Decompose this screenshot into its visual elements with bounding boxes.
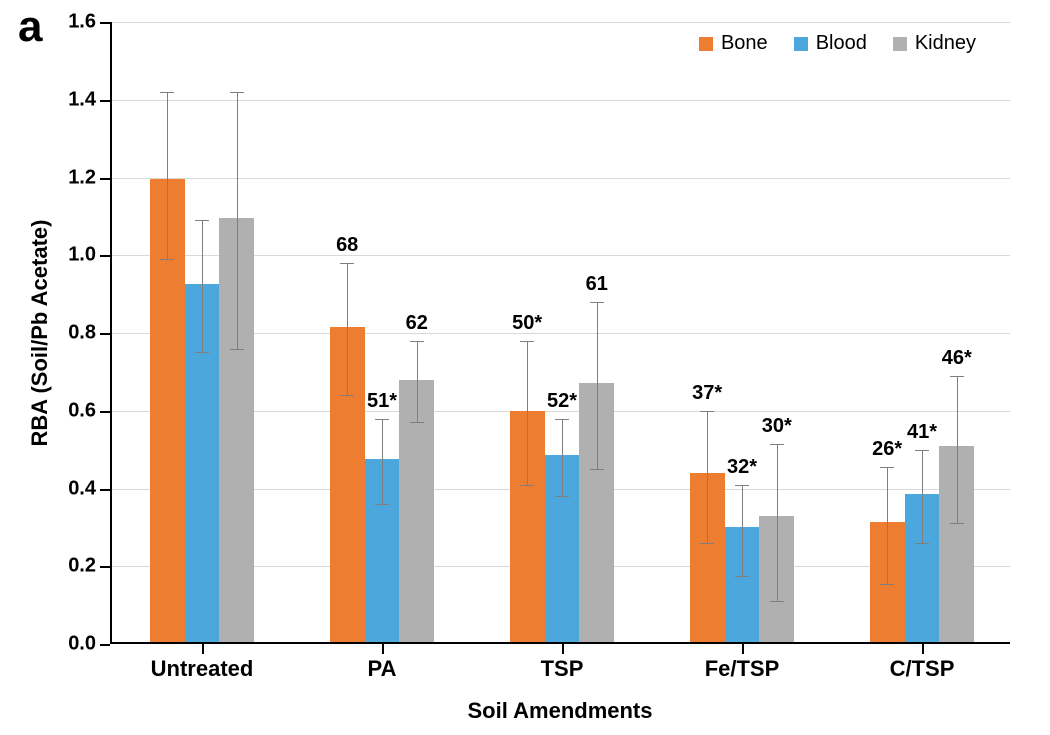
y-tick-label: 1.6 [68,11,112,34]
error-bar-cap [950,523,964,524]
legend: Bone Blood Kidney [699,32,976,55]
error-bar-cap [770,444,784,445]
error-bar [417,341,418,423]
bar-value-label: 46* [942,347,972,370]
error-bar-cap [590,469,604,470]
bar-value-label: 61 [586,273,608,296]
error-bar [707,411,708,543]
legend-label: Blood [816,32,867,55]
error-bar-cap [950,376,964,377]
error-bar-cap [555,419,569,420]
y-tick-label: 0.2 [68,555,112,578]
error-bar-cap [700,411,714,412]
panel-letter: a [18,2,42,52]
x-tick-label: Fe/TSP [705,656,780,682]
error-bar [742,485,743,576]
error-bar-cap [880,584,894,585]
error-bar [527,341,528,485]
x-tick [742,644,744,654]
bar-value-label: 32* [727,456,757,479]
error-bar-cap [555,496,569,497]
error-bar-cap [700,543,714,544]
error-bar-cap [195,220,209,221]
error-bar [922,450,923,543]
legend-item: Bone [699,32,768,55]
error-bar-cap [915,450,929,451]
error-bar-cap [520,485,534,486]
error-bar [202,220,203,352]
y-tick-label: 0.4 [68,477,112,500]
error-bar [237,92,238,349]
bar-value-label: 68 [336,234,358,257]
legend-label: Bone [721,32,768,55]
x-tick-label: C/TSP [890,656,955,682]
x-tick [382,644,384,654]
error-bar-cap [735,485,749,486]
error-bar-cap [340,395,354,396]
error-bar-cap [160,92,174,93]
bar-value-label: 52* [547,390,577,413]
legend-label: Kidney [915,32,976,55]
error-bar-cap [915,543,929,544]
legend-item: Blood [794,32,867,55]
gridline [112,22,1010,23]
error-bar [597,302,598,469]
y-tick-label: 0.6 [68,399,112,422]
error-bar [777,444,778,601]
legend-swatch [699,37,713,51]
error-bar-cap [230,92,244,93]
y-tick-label: 1.0 [68,244,112,267]
error-bar [347,263,348,395]
x-tick [202,644,204,654]
gridline [112,178,1010,179]
legend-swatch [794,37,808,51]
x-tick [922,644,924,654]
bar-value-label: 41* [907,421,937,444]
error-bar-cap [340,263,354,264]
x-tick [562,644,564,654]
error-bar-cap [230,349,244,350]
x-tick-label: Untreated [151,656,254,682]
error-bar-cap [410,422,424,423]
error-bar-cap [195,352,209,353]
bar-value-label: 30* [762,415,792,438]
x-tick-label: TSP [541,656,584,682]
x-tick-label: PA [368,656,397,682]
bar-value-label: 51* [367,390,397,413]
error-bar-cap [410,341,424,342]
error-bar [167,92,168,259]
y-tick-label: 0.0 [68,633,112,656]
plot-area: 0.00.20.40.60.81.01.21.41.6UntreatedPA68… [110,22,1010,644]
error-bar-cap [735,576,749,577]
legend-swatch [893,37,907,51]
error-bar [562,419,563,497]
error-bar-cap [160,259,174,260]
error-bar-cap [880,467,894,468]
error-bar-cap [770,601,784,602]
error-bar-cap [375,419,389,420]
error-bar-cap [520,341,534,342]
error-bar [382,419,383,505]
bar-value-label: 62 [406,312,428,335]
error-bar-cap [590,302,604,303]
error-bar [957,376,958,524]
y-tick-label: 1.4 [68,88,112,111]
gridline [112,100,1010,101]
bar-value-label: 26* [872,438,902,461]
x-axis-title: Soil Amendments [468,698,653,724]
y-axis-title: RBA (Soil/Pb Acetate) [27,220,53,447]
error-bar [887,467,888,584]
error-bar-cap [375,504,389,505]
bar-value-label: 50* [512,312,542,335]
legend-item: Kidney [893,32,976,55]
y-tick-label: 1.2 [68,166,112,189]
bar-value-label: 37* [692,382,722,405]
y-tick-label: 0.8 [68,322,112,345]
